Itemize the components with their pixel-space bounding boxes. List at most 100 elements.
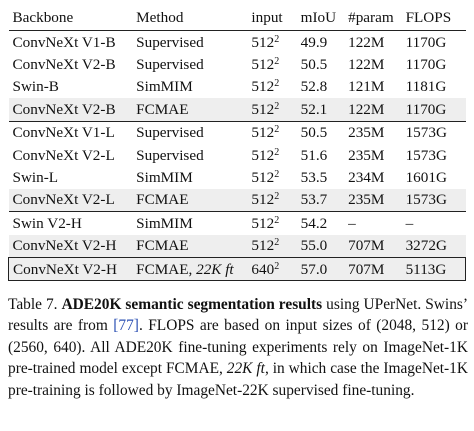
table-row: ConvNeXt V2-B FCMAE 5122 52.1 122M 1170G xyxy=(8,98,466,122)
cell-miou: 50.5 xyxy=(300,120,349,144)
cell-input: 5122 xyxy=(251,53,300,75)
method-name: SimMIM xyxy=(136,214,193,232)
caption-label: Table 7. xyxy=(8,296,58,313)
cell-flops: 1573G xyxy=(405,120,466,144)
method-name: FCMAE xyxy=(136,237,189,255)
input-base: 512 xyxy=(251,124,275,142)
input-base: 512 xyxy=(251,191,275,209)
input-exponent: 2 xyxy=(274,214,280,226)
cell-flops: 1573G xyxy=(405,188,466,212)
input-base: 640 xyxy=(251,260,275,278)
table-row: ConvNeXt V1-B Supervised 5122 49.9 122M 1170G xyxy=(9,31,466,54)
cell-flops: 3272G xyxy=(405,234,466,258)
header-method: Method xyxy=(136,6,252,31)
header-flops: FLOPS xyxy=(405,6,466,31)
method-name: FCMAE, xyxy=(136,260,197,278)
method-name: FCMAE xyxy=(136,191,189,209)
cell-miou: 53.7 xyxy=(300,188,349,212)
method-name: Supervised xyxy=(136,55,204,73)
cell-flops: 5113G xyxy=(405,256,466,282)
cell-input: 5122 xyxy=(251,211,301,235)
cell-backbone: Swin V2-H xyxy=(8,211,137,235)
cell-backbone: ConvNeXt V1-B xyxy=(12,33,116,51)
header-backbone: Backbone xyxy=(8,6,137,31)
cell-backbone: Swin-B xyxy=(12,78,59,96)
cell-miou: 55.0 xyxy=(300,234,349,258)
cell-flops: 1181G xyxy=(405,78,447,96)
caption-title: ADE20K semantic segmentation results xyxy=(61,296,323,313)
header-miou: mIoU xyxy=(300,6,349,31)
cell-param: 122M xyxy=(348,98,406,122)
caption-text-3: , in which case the ImageNet-1K pre-trai… xyxy=(8,360,468,399)
cell-flops: 1170G xyxy=(405,55,447,73)
input-exponent: 2 xyxy=(274,168,280,180)
input-base: 512 xyxy=(251,100,275,118)
cell-method: Supervised xyxy=(136,53,251,75)
cell-param: 235M xyxy=(348,188,406,212)
cell-param: – xyxy=(348,211,406,235)
cell-backbone: ConvNeXt V2-B xyxy=(8,98,137,122)
table-caption: Table 7. ADE20K semantic segmentation re… xyxy=(8,294,468,401)
input-base: 512 xyxy=(251,146,275,164)
cell-flops: 1170G xyxy=(405,33,447,51)
table-body: ConvNeXt V1-B Supervised 5122 49.9 122M 1170G… xyxy=(8,31,466,282)
cell-param: 235M xyxy=(348,146,385,164)
cell-method: Supervised xyxy=(136,144,251,166)
cell-method: FCMAE xyxy=(136,98,252,122)
cell-method: SimMIM xyxy=(136,211,252,235)
cell-method: Supervised xyxy=(136,120,252,144)
cell-input: 5122 xyxy=(251,120,301,144)
cell-miou: 53.5 xyxy=(300,168,328,186)
cell-input: 5122 xyxy=(251,98,301,122)
table-row: Swin-B SimMIM 5122 52.8 121M 1181G xyxy=(9,76,466,98)
cell-input: 5122 xyxy=(251,234,301,258)
input-exponent: 2 xyxy=(274,55,280,67)
table-row: ConvNeXt V2-L Supervised 5122 51.6 235M 1573G xyxy=(9,144,466,166)
input-exponent: 2 xyxy=(274,260,280,272)
cell-backbone: ConvNeXt V2-B xyxy=(12,55,116,73)
cell-param: 121M xyxy=(348,78,385,96)
input-exponent: 2 xyxy=(274,78,280,90)
cell-miou: 52.8 xyxy=(300,78,328,96)
caption-emphasis: 22K ft xyxy=(226,360,265,378)
input-exponent: 2 xyxy=(274,100,280,112)
method-name: Supervised xyxy=(136,146,204,164)
caption-text-1: using UPerNet. Swins’ results are from xyxy=(8,296,469,335)
header-row: Backbone Method input mIoU #param FLOPS xyxy=(8,6,466,31)
cell-backbone: Swin-L xyxy=(12,168,59,186)
cell-input: 5122 xyxy=(251,31,300,54)
cell-param: 122M xyxy=(348,55,385,73)
cell-miou: 49.9 xyxy=(300,33,328,51)
cell-input: 5122 xyxy=(251,188,301,212)
cell-flops: – xyxy=(405,211,466,235)
header-input: input xyxy=(251,6,301,31)
cell-input: 5122 xyxy=(251,166,300,188)
cell-backbone: ConvNeXt V1-L xyxy=(8,120,137,144)
input-base: 512 xyxy=(251,168,275,186)
cell-param: 707M xyxy=(348,234,406,258)
cell-input: 5122 xyxy=(251,76,300,98)
cell-backbone: ConvNeXt V2-L xyxy=(12,146,115,164)
input-exponent: 2 xyxy=(274,146,280,158)
cell-flops: 1601G xyxy=(405,168,447,186)
cell-miou: 51.6 xyxy=(300,146,328,164)
method-name: Supervised xyxy=(136,33,204,51)
input-exponent: 2 xyxy=(274,124,280,136)
cell-backbone: ConvNeXt V2-H xyxy=(8,234,137,258)
cell-input: 6402 xyxy=(251,256,301,282)
cell-param: 235M xyxy=(348,120,406,144)
cell-method: FCMAE, 22K ft xyxy=(136,256,252,282)
caption-citation-link[interactable]: [77] xyxy=(113,317,139,335)
table-row: ConvNeXt V2-L FCMAE 5122 53.7 235M 1573G xyxy=(8,188,466,212)
cell-backbone: ConvNeXt V2-L xyxy=(8,188,137,212)
cell-method: Supervised xyxy=(136,31,251,54)
method-name: FCMAE xyxy=(136,100,189,118)
method-name: Supervised xyxy=(136,124,204,142)
table-row: Swin V2-H SimMIM 5122 54.2– – xyxy=(8,211,466,235)
cell-param: 234M xyxy=(348,168,385,186)
input-base: 512 xyxy=(251,237,275,255)
table-row: ConvNeXt V1-L Supervised 5122 50.5 235M 1573G xyxy=(8,120,466,144)
input-base: 512 xyxy=(251,78,275,96)
input-base: 512 xyxy=(251,33,275,51)
